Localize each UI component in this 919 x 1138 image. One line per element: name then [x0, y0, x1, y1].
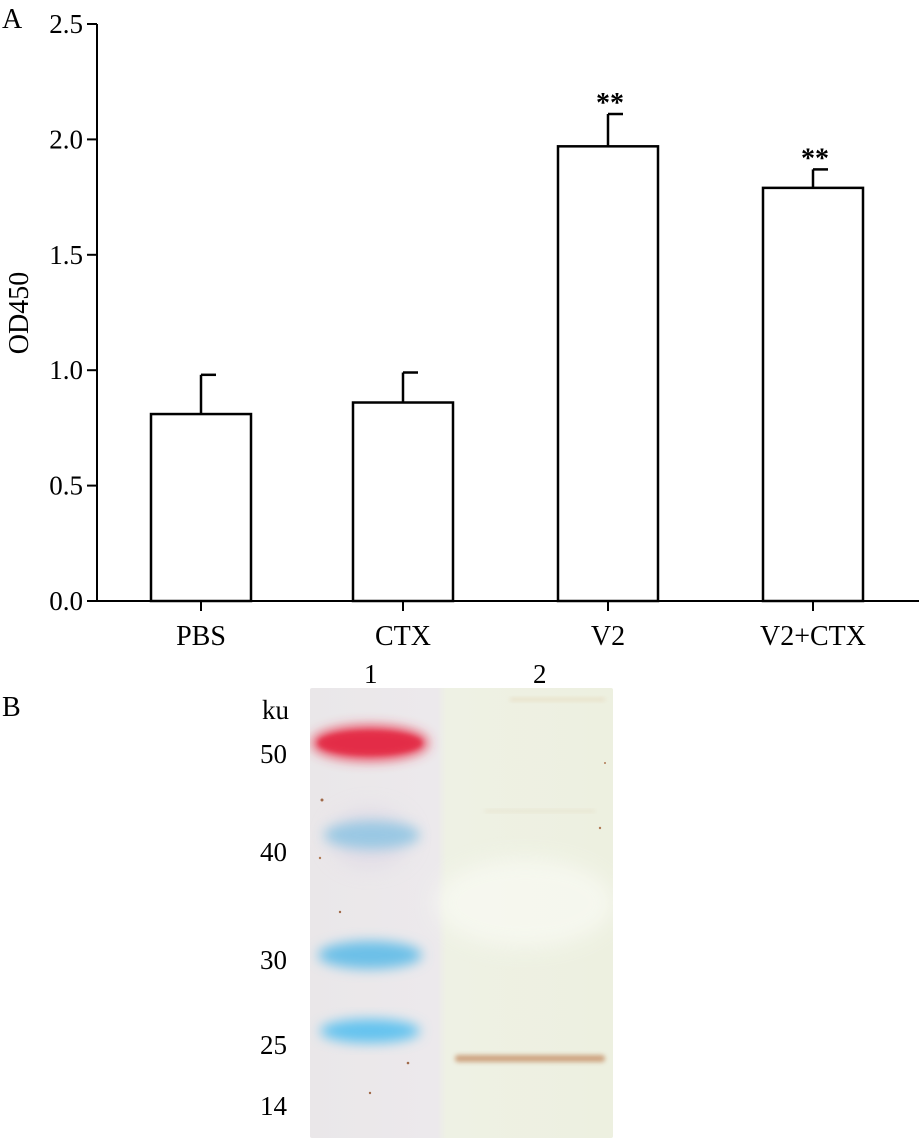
lane-2-label: 2: [533, 659, 547, 689]
bar-pbs: [149, 412, 253, 603]
marker-label-14: 14: [260, 1091, 287, 1121]
unit-label: ku: [262, 695, 289, 725]
significance-marker: **: [801, 143, 829, 174]
significance-marker: **: [596, 88, 624, 119]
y-tick-label: 0.0: [49, 586, 83, 616]
panel-b-label: B: [2, 692, 21, 723]
sample-band: [455, 1055, 605, 1062]
marker-label-30: 30: [260, 945, 287, 975]
y-tick-label: 2.5: [49, 9, 83, 39]
y-tick-label: 1.5: [49, 240, 83, 270]
y-axis-label: OD450: [4, 272, 35, 354]
bar-v2-ctx: [761, 186, 865, 603]
marker-label-50: 50: [260, 739, 287, 769]
x-tick-label: V2: [591, 621, 625, 652]
lane-1-label: 1: [364, 659, 378, 689]
marker-band-40: [324, 821, 420, 849]
chart-bars: ** **: [149, 88, 865, 603]
marker-band-25: [320, 1019, 420, 1043]
bar-ctx: [351, 401, 455, 603]
y-tick-label: 2.0: [49, 124, 83, 154]
x-tick-label: PBS: [176, 621, 226, 652]
y-tick-label: 1.0: [49, 355, 83, 385]
y-tick-label: 0.5: [49, 471, 83, 501]
x-tick-label: CTX: [375, 621, 431, 652]
x-tick-label: V2+CTX: [760, 621, 866, 652]
western-blot-image: [310, 688, 613, 1138]
marker-band-30: [318, 941, 422, 969]
marker-label-25: 25: [260, 1030, 287, 1060]
panel-a-label: A: [2, 4, 23, 35]
marker-label-40: 40: [260, 837, 287, 867]
bar-v2: [556, 145, 660, 603]
